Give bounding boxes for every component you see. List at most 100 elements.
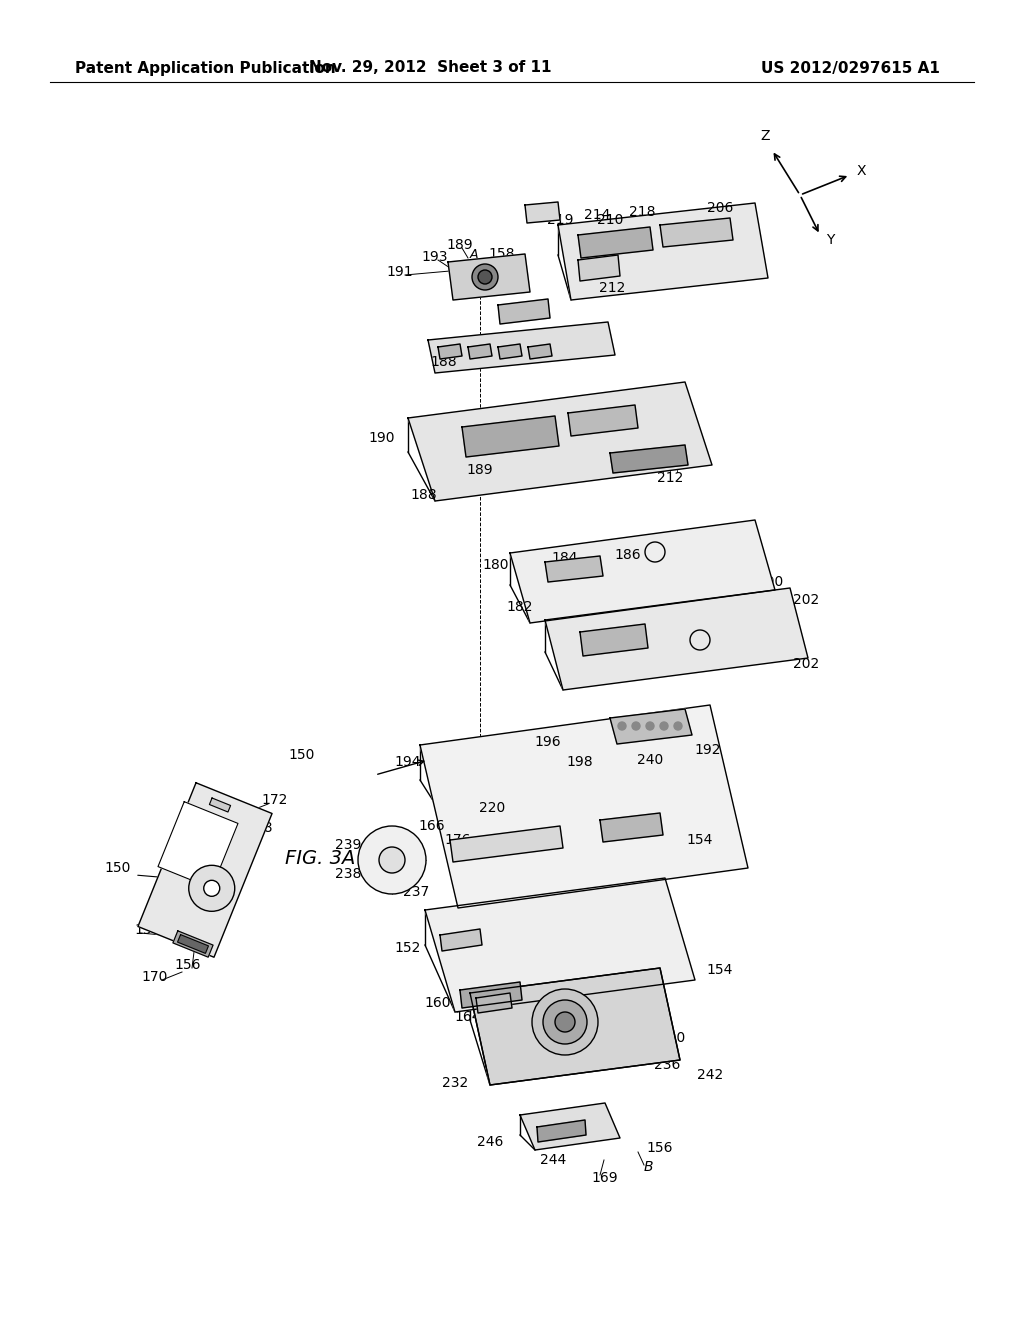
Circle shape (358, 826, 426, 894)
Polygon shape (578, 255, 620, 281)
Polygon shape (425, 878, 695, 1012)
Polygon shape (460, 982, 522, 1008)
Text: US 2012/0297615 A1: US 2012/0297615 A1 (761, 61, 940, 75)
Text: 160: 160 (425, 997, 452, 1010)
Text: 180: 180 (482, 558, 509, 572)
Text: 219: 219 (547, 213, 573, 227)
Text: 182: 182 (507, 601, 534, 614)
Text: 166: 166 (419, 818, 445, 833)
Text: 198: 198 (566, 755, 593, 770)
Text: 202: 202 (793, 593, 819, 607)
Text: 218: 218 (629, 205, 655, 219)
Text: 162: 162 (497, 998, 523, 1012)
Text: FIG. 3B: FIG. 3B (662, 565, 732, 585)
Text: FIG. 3A: FIG. 3A (285, 849, 355, 867)
Text: 212: 212 (599, 281, 626, 294)
Text: 150: 150 (104, 861, 131, 875)
Text: 206: 206 (707, 201, 733, 215)
Text: 169: 169 (592, 1171, 618, 1185)
Text: 188: 188 (430, 355, 457, 370)
Text: 234: 234 (622, 993, 648, 1007)
Polygon shape (173, 931, 213, 957)
Polygon shape (158, 801, 238, 888)
Polygon shape (449, 253, 530, 300)
Text: 156: 156 (647, 1140, 673, 1155)
Polygon shape (470, 968, 680, 1085)
Polygon shape (498, 345, 522, 359)
Circle shape (478, 271, 492, 284)
Text: 191: 191 (387, 265, 414, 279)
Circle shape (472, 264, 498, 290)
Polygon shape (462, 416, 559, 457)
Polygon shape (408, 381, 712, 502)
Text: 238: 238 (335, 867, 361, 880)
Text: 237: 237 (402, 884, 429, 899)
Text: 212: 212 (656, 471, 683, 484)
Text: Nov. 29, 2012  Sheet 3 of 11: Nov. 29, 2012 Sheet 3 of 11 (309, 61, 551, 75)
Polygon shape (210, 799, 230, 812)
Text: 192: 192 (694, 743, 721, 756)
Text: 186: 186 (614, 548, 641, 562)
Text: 244: 244 (540, 1152, 566, 1167)
Polygon shape (525, 202, 560, 223)
Text: 193: 193 (422, 249, 449, 264)
Text: 246: 246 (477, 1135, 503, 1148)
Text: 154: 154 (687, 833, 713, 847)
Polygon shape (610, 709, 692, 744)
Circle shape (532, 989, 598, 1055)
Text: 239: 239 (335, 838, 361, 851)
Text: 200: 200 (757, 576, 783, 589)
Text: 158: 158 (488, 247, 515, 261)
Text: 190: 190 (369, 432, 395, 445)
Polygon shape (600, 813, 663, 842)
Polygon shape (498, 300, 550, 323)
Text: X: X (856, 164, 865, 178)
Text: 154: 154 (135, 923, 161, 937)
Text: 220: 220 (479, 801, 505, 814)
Polygon shape (660, 218, 733, 247)
Polygon shape (578, 227, 653, 257)
Polygon shape (545, 556, 603, 582)
Text: Z: Z (760, 129, 770, 143)
Text: 170: 170 (141, 970, 168, 983)
Text: 202: 202 (793, 657, 819, 671)
Text: 230: 230 (658, 1031, 685, 1045)
Polygon shape (138, 783, 272, 957)
Text: 236: 236 (653, 1059, 680, 1072)
Text: 232: 232 (442, 1076, 468, 1090)
Polygon shape (545, 587, 808, 690)
Text: 214: 214 (584, 209, 610, 222)
Text: 152: 152 (395, 941, 421, 954)
Polygon shape (510, 520, 775, 623)
Text: 150: 150 (289, 748, 315, 762)
Text: 172: 172 (262, 793, 288, 807)
Polygon shape (468, 345, 492, 359)
Text: 240: 240 (637, 752, 664, 767)
Text: 194: 194 (394, 755, 421, 770)
Polygon shape (428, 322, 615, 374)
Text: 210: 210 (597, 213, 624, 227)
Polygon shape (528, 345, 552, 359)
Polygon shape (438, 345, 462, 359)
Text: 189: 189 (467, 463, 494, 477)
Text: 189: 189 (446, 238, 473, 252)
Text: 164: 164 (455, 1010, 481, 1024)
Text: 156: 156 (175, 958, 202, 972)
Text: A: A (464, 425, 472, 438)
Text: 196: 196 (535, 735, 561, 748)
Circle shape (674, 722, 682, 730)
Polygon shape (520, 1104, 620, 1150)
Text: 242: 242 (697, 1068, 723, 1082)
Polygon shape (568, 405, 638, 436)
Polygon shape (558, 203, 768, 300)
Circle shape (188, 866, 234, 911)
Text: B: B (643, 1160, 652, 1173)
Circle shape (632, 722, 640, 730)
Circle shape (379, 847, 406, 873)
Circle shape (646, 722, 654, 730)
Polygon shape (537, 1119, 586, 1142)
Polygon shape (440, 929, 482, 950)
Polygon shape (420, 705, 748, 908)
Polygon shape (580, 624, 648, 656)
Polygon shape (476, 993, 512, 1012)
